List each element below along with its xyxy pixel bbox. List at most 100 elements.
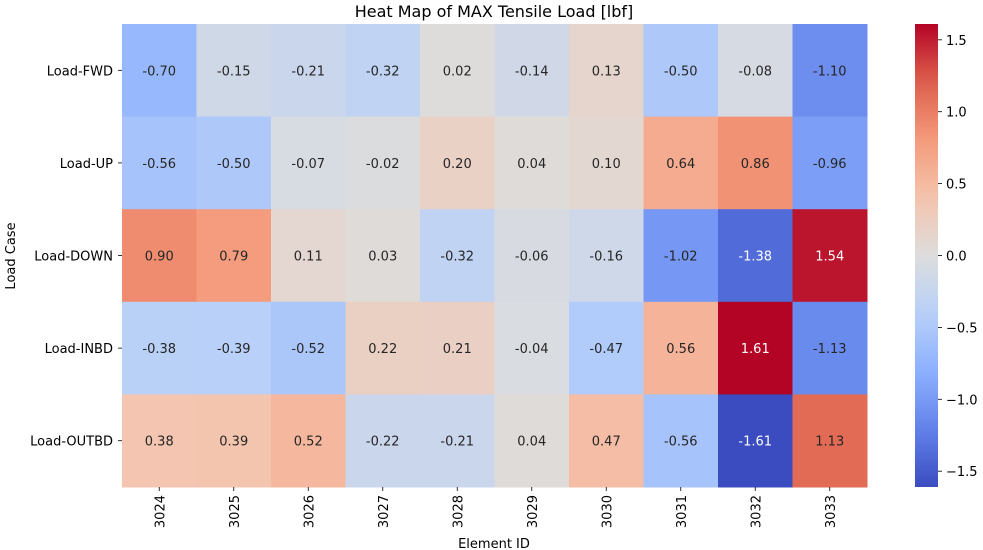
heatmap-cell — [718, 301, 793, 395]
cell-value-label: -0.96 — [813, 157, 847, 172]
cell-value-label: 0.90 — [145, 250, 174, 265]
heatmap-cell — [122, 116, 197, 210]
cell-value-label: -1.61 — [738, 435, 772, 450]
heatmap-cell — [494, 209, 570, 303]
cell-value-label: -1.02 — [664, 250, 698, 265]
heatmap-cell — [792, 24, 868, 118]
y-axis: Load-FWD Load-UP Load-DOWN Load-INBD Load-OU… — [30, 64, 122, 450]
x-tick-label: 3032 — [749, 495, 764, 528]
heatmap-cell — [271, 116, 346, 210]
cell-value-label: -0.16 — [589, 250, 623, 265]
heatmap-cell — [569, 394, 644, 488]
y-axis-label: Load Case — [4, 222, 19, 289]
cell-value-label: 0.21 — [443, 342, 472, 357]
colorbar-gradient — [915, 24, 938, 487]
heatmap-cell — [494, 301, 570, 395]
colorbar-tick-label: −1.5 — [946, 465, 978, 480]
cell-value-label: 0.10 — [592, 157, 621, 172]
x-tick-label: 3026 — [302, 495, 317, 528]
cell-value-label: -0.70 — [142, 64, 176, 79]
cell-value-label: 0.38 — [145, 435, 174, 450]
cell-value-label: -0.56 — [142, 157, 176, 172]
heatmap-cell — [718, 209, 793, 303]
colorbar-tick-label: −0.5 — [946, 321, 978, 336]
heatmap-cell — [196, 301, 272, 395]
heatmap-cell — [345, 116, 421, 210]
heatmap-cell — [643, 209, 719, 303]
heatmap-cell — [420, 116, 495, 210]
cell-value-label: -0.38 — [142, 342, 176, 357]
cell-value-label: 0.39 — [219, 435, 248, 450]
heatmap-cell — [569, 301, 644, 395]
heatmap-cell — [196, 394, 272, 488]
cell-value-label: -0.56 — [664, 435, 698, 450]
x-tick-label: 3024 — [153, 495, 168, 528]
heatmap-cell — [122, 24, 197, 118]
cell-value-label: -0.21 — [291, 64, 325, 79]
cell-value-label: 0.03 — [368, 250, 397, 265]
heatmap-cell — [271, 301, 346, 395]
heatmap-cell — [345, 394, 421, 488]
heatmap-cell — [122, 394, 197, 488]
cell-value-label: 0.64 — [666, 157, 695, 172]
cell-value-label: 0.04 — [517, 435, 546, 450]
x-tick-label: 3028 — [451, 495, 466, 528]
heatmap-cell — [792, 301, 868, 395]
cell-value-label: 0.52 — [294, 435, 323, 450]
heatmap-cells — [122, 24, 868, 488]
cell-value-label: -0.06 — [515, 250, 549, 265]
heatmap-cell — [792, 209, 868, 303]
cell-value-label: -0.32 — [440, 250, 474, 265]
x-axis: 3024 3025 3026 3027 3028 3029 3030 3031 3032 3033 — [153, 487, 839, 528]
heatmap-cell — [271, 394, 346, 488]
heatmap-cell — [494, 116, 570, 210]
colorbar: −1.5 −1.0 −0.5 0.0 0.5 1.0 1.5 — [915, 24, 978, 487]
heatmap-cell — [643, 301, 719, 395]
cell-value-label: -0.50 — [217, 157, 251, 172]
cell-value-label: -0.47 — [589, 342, 623, 357]
heatmap-cell — [569, 209, 644, 303]
cell-value-label: 0.79 — [219, 250, 248, 265]
cell-value-label: -0.14 — [515, 64, 549, 79]
cell-value-label: 0.22 — [368, 342, 397, 357]
heatmap-cell — [494, 394, 570, 488]
heatmap-cell — [420, 394, 495, 488]
x-axis-label: Element ID — [458, 537, 530, 550]
cell-value-label: 1.13 — [815, 435, 844, 450]
heatmap-cell — [643, 24, 719, 118]
heatmap-cell — [569, 24, 644, 118]
heatmap-cell — [345, 301, 421, 395]
colorbar-tick-label: −1.0 — [946, 393, 978, 408]
cell-value-label: 0.56 — [666, 342, 695, 357]
colorbar-tick-label: 0.5 — [946, 178, 967, 193]
heatmap-cell — [420, 24, 495, 118]
heatmap-cell — [718, 116, 793, 210]
cell-value-label: -1.13 — [813, 342, 847, 357]
heatmap-cell — [271, 24, 346, 118]
cell-value-label: 0.11 — [294, 250, 323, 265]
heatmap-cell — [271, 209, 346, 303]
y-tick-label: Load-DOWN — [34, 250, 113, 265]
heatmap-cell — [569, 116, 644, 210]
heatmap-cell — [792, 394, 868, 488]
cell-value-label: -1.10 — [813, 64, 847, 79]
heatmap-cell — [345, 24, 421, 118]
cell-value-label: -0.08 — [738, 64, 772, 79]
cell-value-label: 0.04 — [517, 157, 546, 172]
heatmap-cell — [643, 394, 719, 488]
heatmap-cell — [494, 24, 570, 118]
cell-value-label: -0.02 — [366, 157, 400, 172]
colorbar-tick-label: 1.0 — [946, 106, 967, 121]
heatmap-cell — [196, 116, 272, 210]
cell-value-label: 0.86 — [741, 157, 770, 172]
cell-value-label: 0.20 — [443, 157, 472, 172]
x-tick-label: 3033 — [824, 495, 839, 528]
cell-value-label: -0.15 — [217, 64, 251, 79]
heatmap-cell — [792, 116, 868, 210]
cell-value-label: 1.61 — [741, 342, 770, 357]
heatmap-cell — [420, 301, 495, 395]
cell-value-label: -0.50 — [664, 64, 698, 79]
heatmap-cell — [345, 209, 421, 303]
heatmap-cell — [196, 209, 272, 303]
